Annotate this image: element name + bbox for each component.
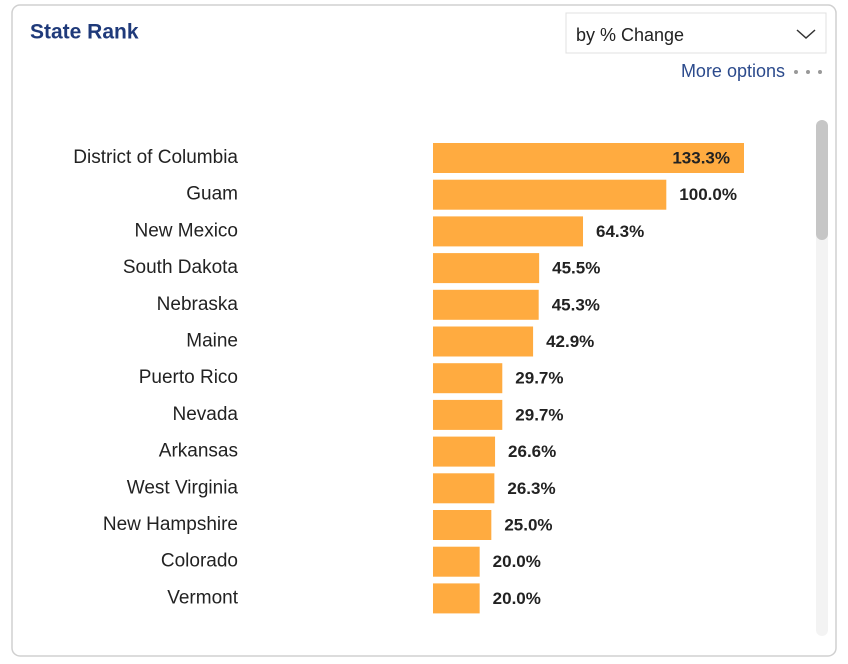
- chevron[interactable]: [796, 29, 816, 40]
- data-label: 20.0%: [493, 589, 541, 608]
- data-label: 133.3%: [672, 148, 730, 167]
- bar: [433, 399, 503, 430]
- bar: [433, 143, 744, 173]
- bar: [433, 363, 503, 394]
- category-label: Puerto Rico: [139, 367, 238, 388]
- data-label: 100.0%: [679, 185, 737, 204]
- data-label: 29.7%: [515, 405, 563, 424]
- data-label: 29.7%: [515, 369, 563, 388]
- data-label: 45.5%: [552, 259, 600, 278]
- data-label: 26.3%: [507, 479, 555, 498]
- more-dots[interactable]: [794, 70, 822, 74]
- card: [11, 4, 837, 657]
- category-label: Guam: [186, 184, 238, 205]
- bar: [433, 473, 495, 504]
- dropdown-box[interactable]: [565, 12, 827, 54]
- bar: [433, 289, 539, 320]
- bar: [433, 253, 540, 284]
- dropdown-label[interactable]: by % Change: [576, 25, 684, 45]
- scrollbar-thumb[interactable]: [816, 120, 828, 240]
- data-label: 42.9%: [546, 332, 594, 351]
- bar: [433, 216, 584, 247]
- scrollbar-track[interactable]: [816, 120, 828, 636]
- category-label: South Dakota: [123, 257, 239, 278]
- bar: [433, 179, 667, 210]
- data-label: 64.3%: [596, 222, 644, 241]
- category-label: West Virginia: [127, 477, 239, 498]
- category-label: Colorado: [161, 551, 238, 572]
- bar: [433, 510, 492, 540]
- bar: [433, 583, 480, 614]
- category-label: District of Columbia: [73, 147, 238, 168]
- dropdown[interactable]: by % Change: [565, 12, 827, 54]
- category-label: Maine: [186, 331, 238, 352]
- data-label: 45.3%: [552, 295, 600, 314]
- data-label: 20.0%: [493, 552, 541, 571]
- chart-title: State Rank: [30, 21, 139, 44]
- category-label: Nevada: [173, 404, 239, 425]
- category-label: Arkansas: [159, 441, 238, 462]
- bar: [433, 436, 496, 467]
- category-label: New Mexico: [135, 220, 238, 241]
- category-label: Nebraska: [157, 294, 239, 315]
- category-label: New Hampshire: [103, 514, 238, 535]
- data-label: 26.6%: [508, 442, 556, 461]
- data-label: 25.0%: [504, 515, 552, 534]
- more-options[interactable]: More options: [681, 61, 785, 81]
- bar: [433, 546, 480, 577]
- bar: [433, 326, 534, 357]
- category-label: Vermont: [167, 587, 238, 608]
